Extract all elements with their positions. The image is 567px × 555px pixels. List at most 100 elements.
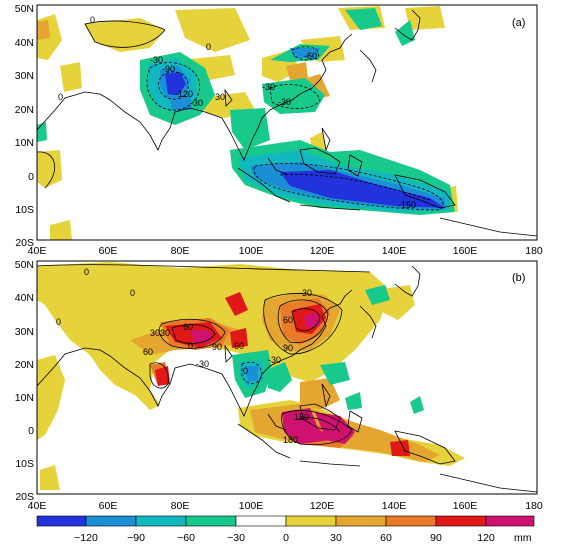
- panel-a-lon-label: 60E: [99, 245, 118, 257]
- colorbar-tick-label: −90: [127, 532, 145, 544]
- panel-b-frame: [36, 260, 538, 495]
- panel-a-lon-label: 140E: [382, 245, 407, 257]
- panel-a-contour-label: -120: [175, 89, 193, 99]
- colorbar-box-4: [235, 515, 287, 527]
- colorbar-tick-label: 0: [283, 532, 289, 544]
- panel-b-contour-label: 0: [84, 267, 89, 277]
- panel-a-contour-label: 0: [206, 42, 211, 52]
- colorbar-box-2: [135, 515, 187, 527]
- panel-b-lat-label: 50N: [15, 259, 34, 271]
- panel-a: (a) 0 0 0 -30 -90 -120 -30 -60 -30 30 -3…: [15, 3, 543, 257]
- panel-a-lat-label: 20N: [15, 104, 34, 116]
- panel-a-contour-label: -60: [304, 51, 317, 61]
- panel-a-lon-label: 160E: [453, 245, 478, 257]
- panel-a-lat-label: 40N: [15, 37, 34, 49]
- panel-b-contour-label: 30: [160, 328, 170, 338]
- panel-a-contour-labels: 0 0 0 -30 -90 -120 -30 -60 -30 30 -30 -1…: [58, 15, 416, 210]
- panel-b-contour-label: -30: [268, 355, 281, 365]
- panel-b-lon-label: 100E: [239, 500, 264, 512]
- panel-a-contour-label: 0: [90, 15, 95, 25]
- panel-b-lon-label: 120E: [310, 500, 335, 512]
- panel-a-negative-anomaly-regions: [37, 8, 455, 215]
- colorbar-tick-label: 30: [330, 532, 342, 544]
- colorbar-tick-label: −60: [177, 532, 195, 544]
- panel-b-lat-label: 30N: [15, 326, 34, 338]
- panel-a-label: (a): [512, 17, 525, 29]
- panel-b-lat-label: 20N: [15, 359, 34, 371]
- panel-b-contour-label: 150: [294, 412, 309, 422]
- colorbar-box-7: [385, 515, 437, 527]
- panel-a-lon-label: 180: [525, 245, 543, 257]
- panel-a-lat-label: 10N: [15, 137, 34, 149]
- panel-b-lat-label: 10S: [15, 458, 34, 470]
- colorbar-box-1: [85, 515, 137, 527]
- panel-b-contour-label: 60: [143, 347, 153, 357]
- panel-b-lon-label: 60E: [99, 500, 118, 512]
- panel-a-contour-label: -30: [278, 97, 291, 107]
- panel-b-lat-label: 20S: [15, 491, 34, 503]
- panel-a-contour-label: 0: [58, 92, 63, 102]
- panel-b-contour-label: 0: [56, 317, 61, 327]
- panel-b-contour-label: 60: [183, 322, 193, 332]
- panel-b-contour-label: 60: [283, 315, 293, 325]
- panel-b-lon-label: 140E: [382, 500, 407, 512]
- panel-b-contour-label: 0: [188, 341, 193, 351]
- panel-a-coastlines: [37, 9, 537, 237]
- colorbar-tick-label: −30: [227, 532, 245, 544]
- colorbar: −120 −90 −60 −30 0 30 60 90 120 mm: [36, 515, 535, 544]
- panel-b-contour-label: 90: [212, 342, 222, 352]
- panel-b-contour-label: -30: [196, 359, 209, 369]
- panel-b-contour-label: 90: [283, 343, 293, 353]
- colorbar-tick-label: −120: [74, 532, 98, 544]
- panel-b-contour-label: 60: [234, 341, 244, 351]
- panel-b-coastlines: [37, 265, 537, 493]
- panel-a-lat-label: 10S: [15, 204, 34, 216]
- colorbar-tick-label: 90: [430, 532, 442, 544]
- panel-a-lon-label: 80E: [171, 245, 190, 257]
- panel-a-contours: [37, 20, 444, 211]
- panel-a-lat-label: 20S: [15, 237, 34, 249]
- panel-b-lat-label: 0: [28, 425, 34, 437]
- colorbar-box-0: [36, 515, 87, 527]
- colorbar-tick-label: 120: [477, 532, 495, 544]
- colorbar-box-6: [335, 515, 387, 527]
- panel-b-contour-label: 30: [150, 328, 160, 338]
- panel-a-lon-label: 120E: [310, 245, 335, 257]
- panel-b-negative-anomaly-regions: [232, 285, 424, 414]
- panel-a-contour-label: -30: [262, 82, 275, 92]
- panel-a-lat-label: 50N: [15, 3, 34, 15]
- panel-b-contours: [37, 264, 371, 446]
- panel-b-lon-label: 80E: [171, 500, 190, 512]
- panel-a-frame: [36, 4, 538, 241]
- panel-a-lat-label: 30N: [15, 70, 34, 82]
- panel-b-lat-label: 10N: [15, 392, 34, 404]
- panel-b-lon-label: 40E: [28, 500, 47, 512]
- colorbar-unit: mm: [514, 532, 532, 544]
- panel-b-lon-label: 160E: [453, 500, 478, 512]
- panel-b-lon-label: 180: [525, 500, 543, 512]
- colorbar-box-8: [435, 515, 487, 527]
- panel-a-longitude-labels: 40E 60E 80E 100E 120E 140E 160E 180: [28, 245, 543, 257]
- panel-b-contour-label: 180: [283, 435, 298, 445]
- colorbar-box-3: [185, 515, 237, 527]
- panel-a-lat-label: 0: [28, 171, 34, 183]
- panel-b: (b) 0 0 0 30 60 30 60 90 60 90 30 0 60 -…: [15, 259, 543, 512]
- panel-b-label: (b): [512, 272, 525, 284]
- panel-a-contour-label: -150: [398, 200, 416, 210]
- panel-b-contour-label: 0: [130, 288, 135, 298]
- panel-b-contour-label: 30: [302, 288, 312, 298]
- panel-a-contour-label: -90: [162, 64, 175, 74]
- panel-b-latitude-labels: 50N 40N 30N 20N 10N 0 10S 20S: [15, 259, 34, 503]
- colorbar-box-5: [285, 515, 337, 527]
- panel-a-contour-label: 30: [215, 92, 225, 102]
- panel-a-lon-label: 100E: [239, 245, 264, 257]
- colorbar-tick-labels: −120 −90 −60 −30 0 30 60 90 120: [74, 532, 495, 544]
- panel-a-lon-label: 40E: [28, 245, 47, 257]
- panel-a-contour-label: -30: [190, 98, 203, 108]
- panel-b-lat-label: 40N: [15, 292, 34, 304]
- panel-a-contour-label: -30: [150, 55, 163, 65]
- panel-b-longitude-labels: 40E 60E 80E 100E 120E 140E 160E 180: [28, 500, 543, 512]
- panel-b-contour-labels: 0 0 0 30 60 30 60 90 60 90 30 0 60 -30 -…: [56, 267, 312, 445]
- colorbar-tick-label: 60: [380, 532, 392, 544]
